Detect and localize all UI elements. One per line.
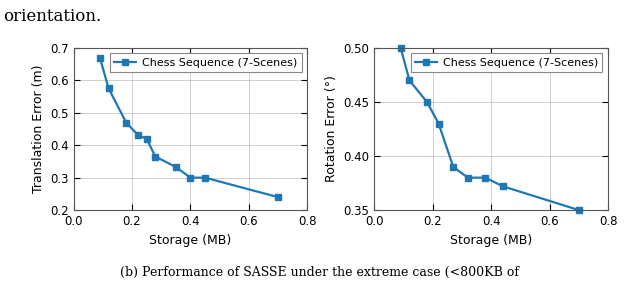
Y-axis label: Translation Error (m): Translation Error (m) (31, 65, 45, 193)
X-axis label: Storage (MB): Storage (MB) (450, 233, 532, 246)
Legend: Chess Sequence (7-Scenes): Chess Sequence (7-Scenes) (410, 54, 602, 72)
X-axis label: Storage (MB): Storage (MB) (149, 233, 232, 246)
Legend: Chess Sequence (7-Scenes): Chess Sequence (7-Scenes) (109, 54, 301, 72)
Y-axis label: Rotation Error (°): Rotation Error (°) (325, 76, 338, 182)
Text: (b) Performance of SASSE under the extreme case (<800KB of: (b) Performance of SASSE under the extre… (120, 266, 520, 279)
Text: orientation.: orientation. (3, 8, 102, 25)
